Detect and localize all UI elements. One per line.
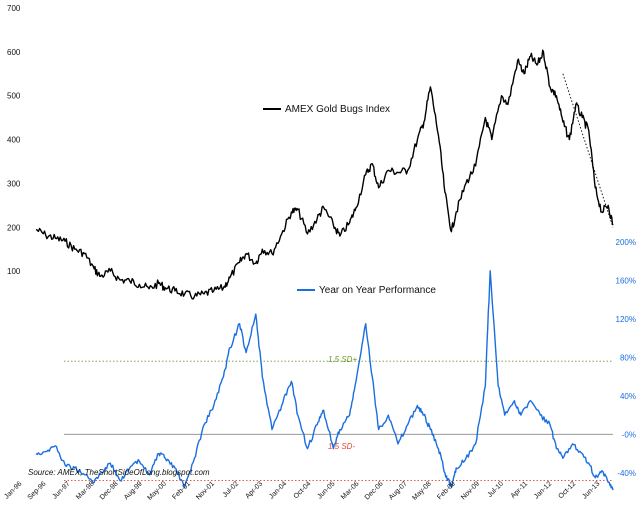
left-tick-label: 200 bbox=[7, 223, 21, 232]
legend-box bbox=[258, 101, 388, 117]
right-tick-label: -0% bbox=[622, 430, 636, 439]
x-axis-ticks: Jan-96 Sep-96 Jun-97 Mar-98 Dec-98 Aug-99 May-… bbox=[3, 480, 601, 502]
x-tick-label: Feb-01 bbox=[171, 480, 192, 501]
x-tick-label: Nov-09 bbox=[460, 480, 481, 501]
left-tick-label: 100 bbox=[7, 267, 21, 276]
x-tick-label: Mar-06 bbox=[340, 480, 361, 501]
x-tick-label: Jun-05 bbox=[316, 480, 336, 500]
x-tick-label: Jul-02 bbox=[222, 480, 241, 499]
right-tick-label: 200% bbox=[616, 238, 636, 247]
reference-lines bbox=[64, 360, 613, 481]
x-tick-label: Oct-04 bbox=[293, 480, 313, 500]
right-tick-label: 40% bbox=[620, 392, 636, 401]
x-tick-label: Apr-03 bbox=[244, 480, 264, 500]
left-tick-label: 600 bbox=[7, 48, 21, 57]
x-tick-label: Aug-99 bbox=[123, 480, 144, 501]
x-tick-label: Nov-01 bbox=[195, 480, 216, 501]
legend-yoy: Year on Year Performance bbox=[292, 282, 456, 298]
left-tick-label: 300 bbox=[7, 179, 21, 188]
right-tick-label: 160% bbox=[616, 276, 636, 285]
x-tick-label: Feb-09 bbox=[436, 480, 457, 501]
x-tick-label: Dec-98 bbox=[99, 480, 120, 501]
source-note: Source: AMEX, TheShortSideOfLong.blogspo… bbox=[28, 468, 210, 477]
x-tick-label: Mar-98 bbox=[75, 480, 96, 501]
x-tick-label: May-08 bbox=[411, 480, 433, 502]
left-axis-ticks: 700 600 500 400 300 200 100 bbox=[7, 4, 21, 276]
x-tick-label: Jan-96 bbox=[3, 480, 23, 500]
x-tick-label: Jan-12 bbox=[533, 480, 553, 500]
x-tick-label: Jun-13 bbox=[581, 480, 601, 500]
legend-label-yoy: Year on Year Performance bbox=[319, 285, 436, 296]
x-tick-label: Jan-04 bbox=[268, 480, 288, 500]
series-line-0 bbox=[35, 49, 614, 300]
legend-label-gold-bugs: AMEX Gold Bugs Index bbox=[285, 104, 390, 115]
trendline bbox=[562, 73, 614, 228]
x-tick-label: Aug-07 bbox=[388, 480, 409, 501]
left-tick-label: 700 bbox=[7, 4, 21, 13]
right-tick-label: 80% bbox=[620, 353, 636, 362]
series-line-1 bbox=[35, 270, 614, 491]
right-tick-label: 120% bbox=[616, 315, 636, 324]
x-tick-label: Sep-96 bbox=[27, 480, 48, 501]
left-tick-label: 400 bbox=[7, 136, 21, 145]
left-tick-label: 500 bbox=[7, 92, 21, 101]
right-axis-ticks: 200% 160% 120% 80% 40% -0% -40% bbox=[616, 238, 636, 478]
x-tick-label: Dec-06 bbox=[364, 480, 385, 501]
annotation-sd-minus: 1.5 SD- bbox=[328, 442, 355, 451]
x-tick-label: Jun-97 bbox=[52, 480, 72, 500]
legend-box bbox=[292, 282, 456, 298]
legend-gold-bugs: AMEX Gold Bugs Index bbox=[258, 101, 390, 117]
annotation-sd-plus: 1.5 SD+ bbox=[328, 355, 357, 364]
series-lines bbox=[35, 49, 614, 491]
x-tick-label: Oct-12 bbox=[558, 480, 578, 500]
x-tick-label: May-00 bbox=[146, 480, 168, 502]
x-tick-label: Apr-11 bbox=[510, 480, 530, 500]
right-tick-label: -40% bbox=[617, 469, 636, 478]
x-tick-label: Jul-10 bbox=[487, 480, 506, 499]
